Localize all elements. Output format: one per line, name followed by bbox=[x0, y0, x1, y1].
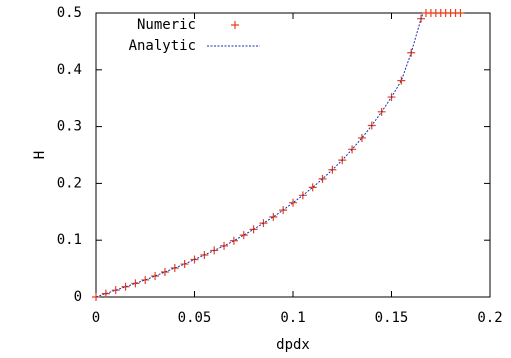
point bbox=[229, 236, 238, 245]
point bbox=[170, 264, 179, 273]
x-tick-label: 0.05 bbox=[178, 310, 212, 326]
point bbox=[308, 183, 317, 192]
y-tick-label: 0.4 bbox=[57, 62, 82, 78]
x-axis-label: dpdx bbox=[276, 337, 310, 353]
y-tick-label: 0.2 bbox=[57, 175, 82, 191]
legend-marker bbox=[231, 21, 239, 29]
y-tick-label: 0.1 bbox=[57, 232, 82, 248]
point bbox=[239, 231, 248, 240]
y-tick-label: 0.5 bbox=[57, 5, 82, 21]
line bbox=[95, 12, 424, 298]
x-tick-label: 0.2 bbox=[477, 310, 502, 326]
point bbox=[269, 212, 278, 221]
point bbox=[111, 286, 120, 295]
x-tick-label: 0.15 bbox=[375, 310, 409, 326]
x-tick-label: 0 bbox=[92, 310, 100, 326]
point bbox=[160, 268, 169, 277]
point bbox=[289, 198, 297, 207]
y-axis-label: H bbox=[32, 151, 48, 159]
point bbox=[456, 9, 465, 17]
point bbox=[121, 282, 130, 291]
point bbox=[101, 289, 110, 298]
legend-label: Numeric bbox=[137, 17, 196, 33]
point bbox=[397, 76, 406, 85]
point bbox=[131, 279, 140, 288]
y-tick-label: 0.3 bbox=[57, 119, 82, 135]
y-tick-label: 0 bbox=[74, 289, 82, 305]
x-tick-label: 0.1 bbox=[280, 310, 305, 326]
point bbox=[357, 133, 366, 142]
plot-frame bbox=[95, 12, 491, 298]
point bbox=[141, 275, 150, 284]
legend-label: Analytic bbox=[129, 38, 196, 54]
point bbox=[151, 271, 160, 280]
